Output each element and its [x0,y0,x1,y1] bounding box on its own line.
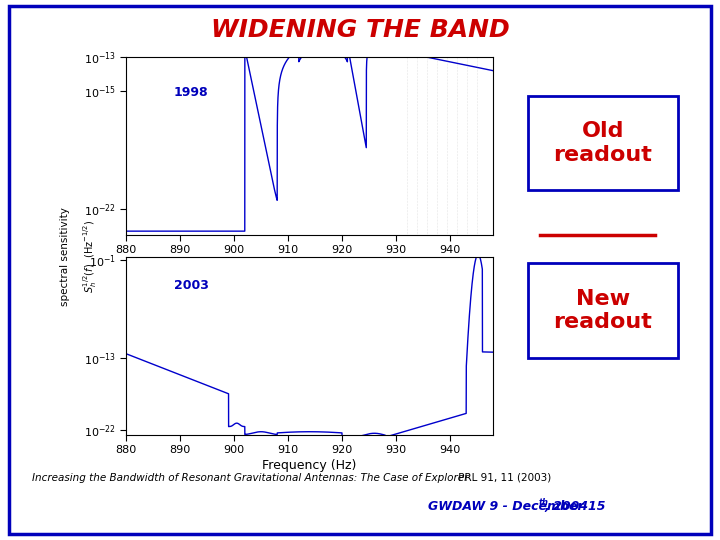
Text: , 2004: , 2004 [544,500,588,513]
Text: th: th [539,498,549,507]
Text: GWDAW 9 - December 15: GWDAW 9 - December 15 [428,500,606,513]
Text: New
readout: New readout [554,289,652,332]
Text: Increasing the Bandwidth of Resonant Gravitational Antennas: The Case of Explore: Increasing the Bandwidth of Resonant Gra… [32,473,469,483]
Text: 1998: 1998 [174,86,208,99]
Text: WIDENING THE BAND: WIDENING THE BAND [211,18,509,42]
Text: 2003: 2003 [174,279,209,292]
Text: PRL 91, 11 (2003): PRL 91, 11 (2003) [455,473,552,483]
Text: $S_h^{1/2}(f)$  $(\rm Hz^{-1/2})$: $S_h^{1/2}(f)$ $(\rm Hz^{-1/2})$ [81,220,99,293]
Text: Old
readout: Old readout [554,122,652,165]
FancyBboxPatch shape [528,264,678,357]
X-axis label: Frequency (Hz): Frequency (Hz) [262,460,357,472]
FancyBboxPatch shape [528,96,678,190]
Text: spectral sensitivity: spectral sensitivity [60,207,70,306]
